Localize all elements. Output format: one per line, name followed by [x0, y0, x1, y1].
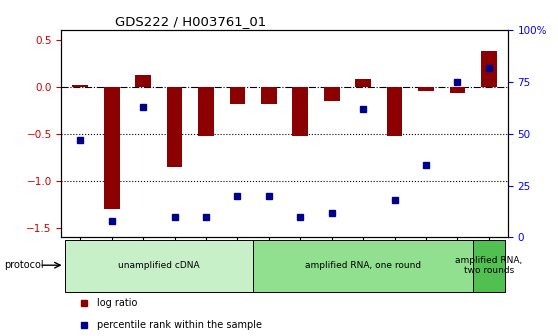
Bar	[292, 87, 308, 136]
Bar	[418, 87, 434, 91]
Text: amplified RNA, one round: amplified RNA, one round	[305, 261, 421, 270]
Text: protocol: protocol	[4, 260, 44, 270]
Bar	[450, 87, 465, 93]
Text: percentile rank within the sample: percentile rank within the sample	[97, 320, 262, 330]
Bar	[387, 87, 402, 136]
Text: amplified RNA,
two rounds: amplified RNA, two rounds	[455, 255, 522, 275]
Bar	[65, 240, 253, 292]
Bar	[473, 240, 504, 292]
Bar	[253, 240, 473, 292]
Bar	[261, 87, 277, 104]
Bar	[73, 85, 88, 87]
Bar	[198, 87, 214, 136]
Text: GDS222 / H003761_01: GDS222 / H003761_01	[115, 15, 266, 28]
Bar	[135, 75, 151, 87]
Text: unamplified cDNA: unamplified cDNA	[118, 261, 200, 270]
Bar	[104, 87, 119, 209]
Bar	[167, 87, 182, 167]
Bar	[481, 51, 497, 87]
Bar	[229, 87, 246, 104]
Bar	[324, 87, 340, 101]
Text: log ratio: log ratio	[97, 298, 137, 308]
Bar	[355, 79, 371, 87]
